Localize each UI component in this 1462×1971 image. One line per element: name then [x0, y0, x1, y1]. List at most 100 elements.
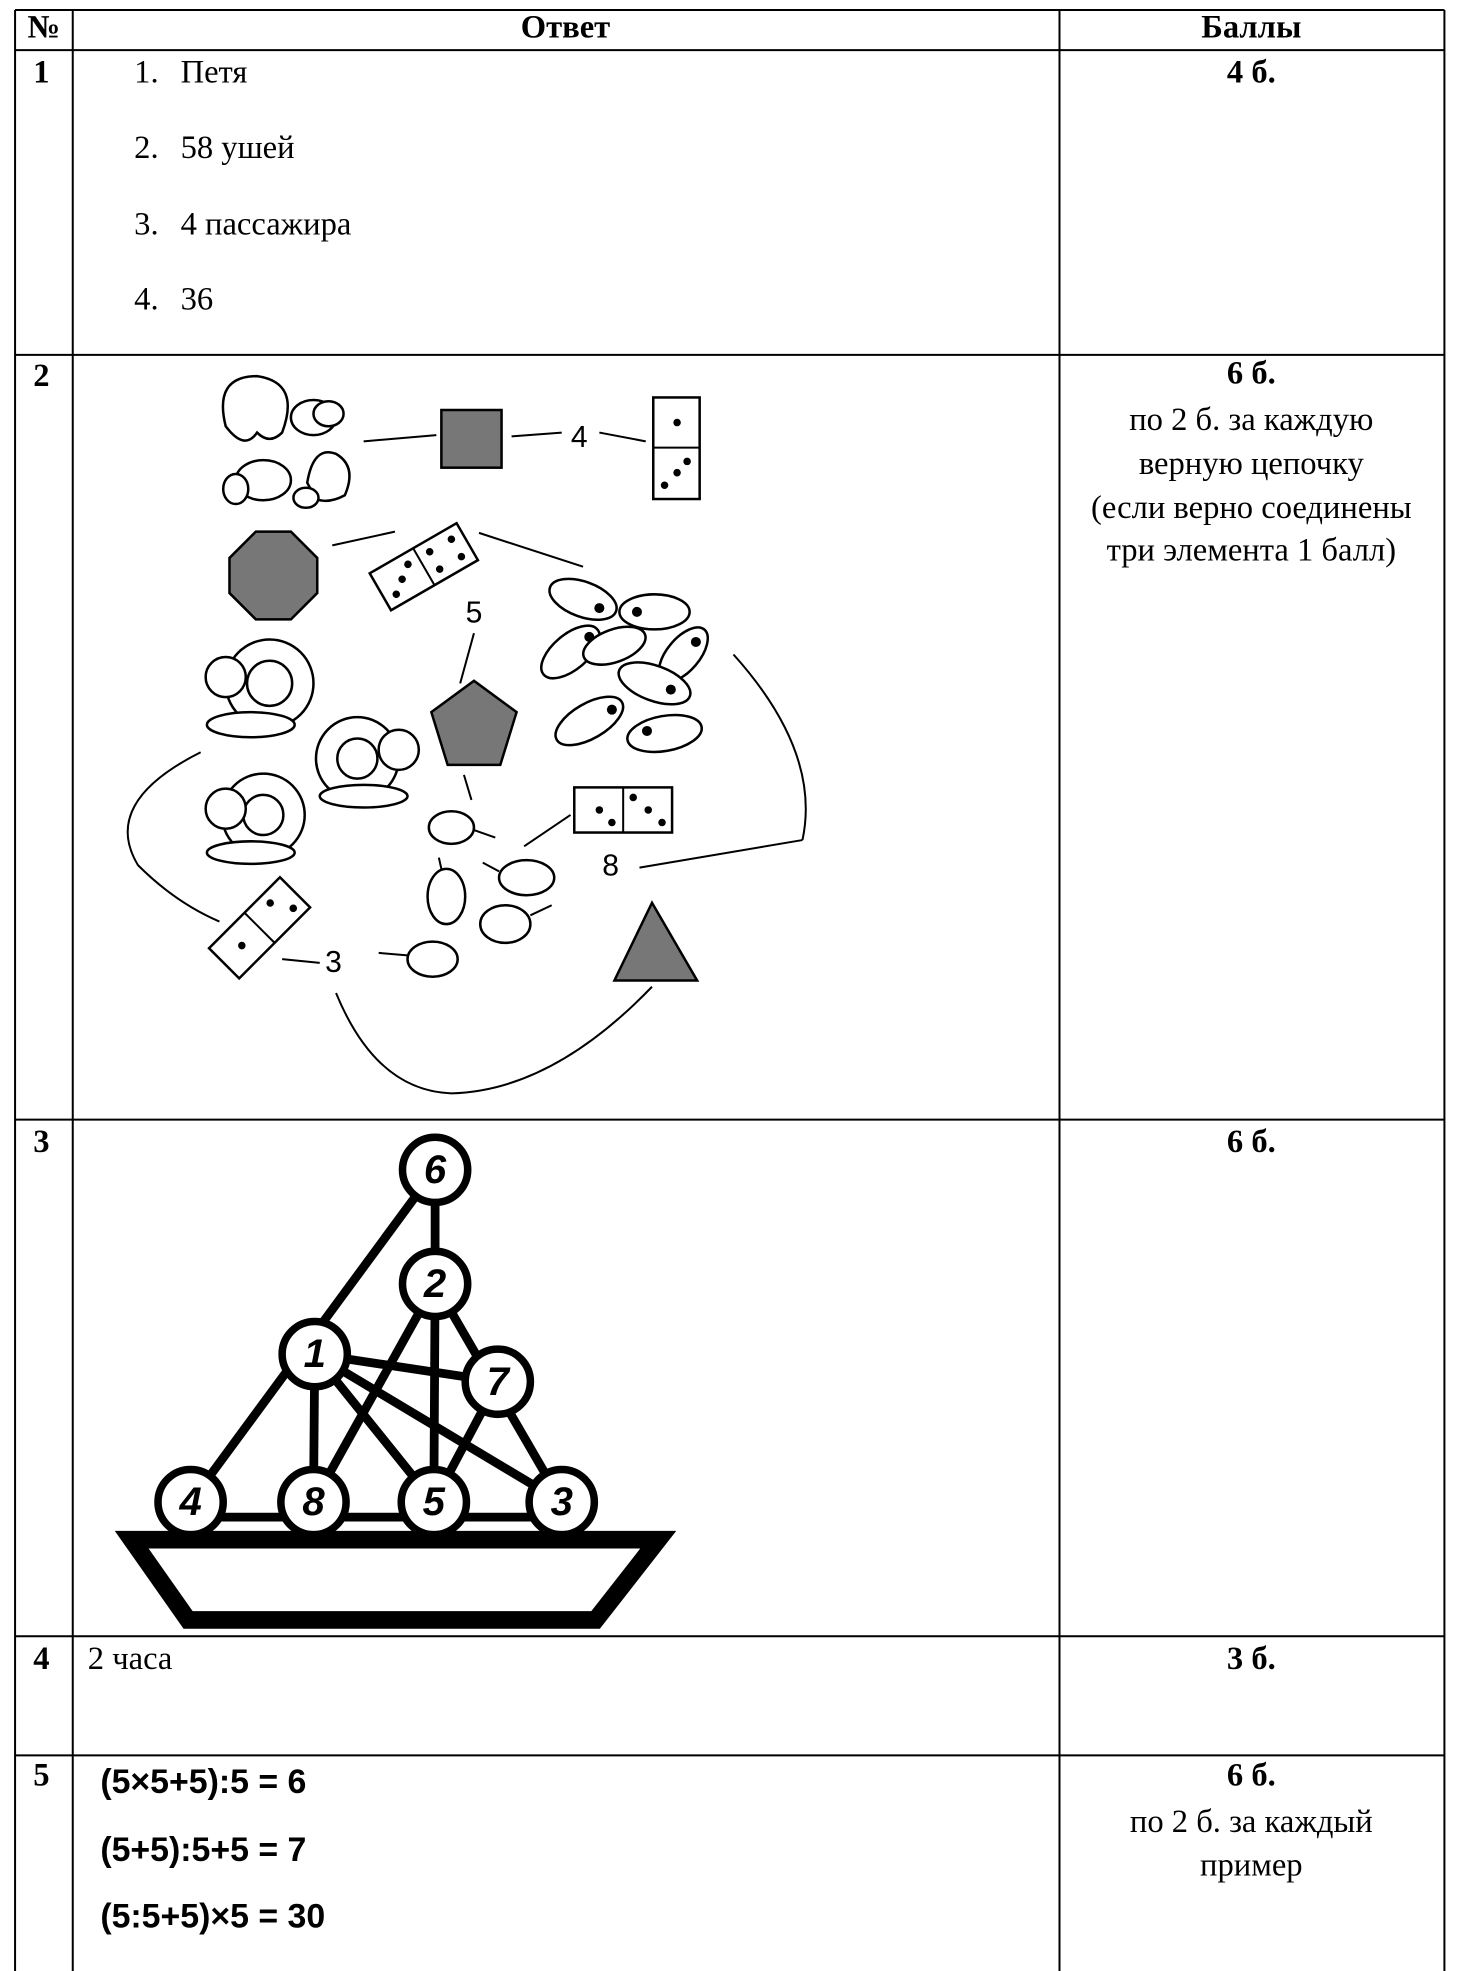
answer: 2 часа — [88, 1641, 173, 1677]
boat — [114, 1530, 677, 1629]
answer: 36 — [181, 282, 214, 318]
header-points: Баллы — [1201, 10, 1301, 46]
circle-shape — [641, 725, 653, 736]
points-note: по 2 б. за каждый — [1130, 1804, 1373, 1840]
circle-shape — [683, 457, 691, 466]
domino — [573, 786, 674, 834]
node-circle — [461, 1345, 535, 1419]
answer: 58 ушей — [181, 130, 295, 166]
circle-shape — [447, 535, 456, 543]
ellipse-shape — [205, 840, 296, 866]
list-marker: 1. — [134, 55, 158, 91]
circle-shape — [204, 787, 248, 831]
ellipse-shape — [582, 625, 647, 666]
path-shape — [126, 751, 220, 923]
ellipse-shape — [497, 858, 556, 897]
path-shape — [305, 451, 351, 503]
line-shape — [412, 547, 436, 586]
node-label: 5 — [423, 1479, 446, 1524]
ellipse-shape — [478, 904, 532, 945]
circle-shape — [631, 606, 642, 617]
equation: (5:5+5)×5 = 30 — [100, 1897, 325, 1935]
node-label: 6 — [424, 1147, 447, 1192]
node-circle — [525, 1465, 599, 1539]
equation: (5×5+5):5 = 6 — [100, 1763, 306, 1801]
line-shape — [523, 814, 572, 848]
path-shape — [221, 374, 290, 442]
line-shape — [473, 829, 496, 839]
node-label: 1 — [304, 1331, 326, 1376]
circle-shape — [266, 899, 274, 907]
fish — [540, 577, 710, 754]
ellipse-shape — [318, 783, 409, 809]
circle-shape — [673, 468, 681, 477]
circle-shape — [690, 636, 701, 647]
node-circle — [398, 1133, 472, 1207]
snails — [204, 638, 421, 866]
octagon — [228, 530, 319, 621]
line-shape — [437, 857, 443, 870]
group: 6 2 1 7 4 8 5 3 — [154, 1133, 599, 1539]
line-shape — [332, 530, 396, 547]
circle-shape — [336, 737, 379, 780]
node-label: 7 — [487, 1359, 511, 1404]
circle-shape — [398, 575, 406, 584]
domino — [207, 875, 312, 981]
line-shape — [243, 912, 276, 944]
circle-shape — [204, 655, 248, 699]
row-number: 4 — [33, 1641, 49, 1677]
circle-shape — [392, 590, 401, 598]
chain-label: 8 — [602, 850, 619, 883]
circle-shape — [404, 560, 412, 569]
circle-shape — [377, 728, 421, 772]
circle-shape — [238, 941, 246, 950]
circle-shape — [425, 548, 434, 556]
chain-label: 4 — [571, 421, 588, 454]
triangle — [612, 900, 700, 982]
points: 6 б. — [1227, 1124, 1276, 1160]
ellipse-shape — [554, 695, 625, 747]
line-shape — [429, 1283, 440, 1503]
node-circle — [278, 1317, 352, 1391]
line-shape — [363, 434, 437, 443]
domino — [652, 396, 701, 501]
node-label: 3 — [551, 1479, 573, 1524]
ellipse-shape — [205, 710, 296, 739]
answer: 4 пассажира — [181, 206, 352, 242]
chain-label: 5 — [466, 596, 483, 629]
header-number: № — [28, 10, 61, 46]
table-grid — [14, 9, 1446, 1971]
node-circle — [277, 1465, 350, 1539]
line-shape — [282, 958, 320, 964]
line-shape — [312, 1350, 564, 1506]
points-note: три элемента 1 балл) — [1107, 532, 1396, 568]
points-note: пример — [1200, 1848, 1303, 1884]
circle-shape — [584, 631, 595, 642]
path-shape — [335, 986, 653, 1095]
chain-illustration: 4 5 — [126, 374, 807, 1095]
circle-shape — [644, 806, 653, 814]
ellipse-shape — [312, 399, 345, 428]
points-note: верную цепочку — [1139, 446, 1365, 482]
list-marker: 2. — [134, 130, 158, 166]
node-circle — [154, 1465, 227, 1539]
line-shape — [529, 904, 553, 917]
points: 6 б. — [1227, 1757, 1276, 1793]
circle-shape — [594, 603, 605, 614]
line-shape — [478, 531, 584, 568]
ellipse-shape — [548, 577, 618, 621]
ellipse-shape — [618, 593, 691, 631]
line-shape — [462, 774, 473, 801]
node-circle — [398, 1247, 472, 1321]
list-marker: 3. — [134, 206, 158, 242]
circle-shape — [629, 793, 637, 802]
circle-shape — [658, 818, 666, 827]
line-shape — [511, 431, 562, 438]
header-answer: Ответ — [521, 10, 610, 46]
ellipse-shape — [426, 867, 467, 926]
circle-shape — [245, 659, 294, 708]
list-marker: 4. — [134, 282, 158, 318]
